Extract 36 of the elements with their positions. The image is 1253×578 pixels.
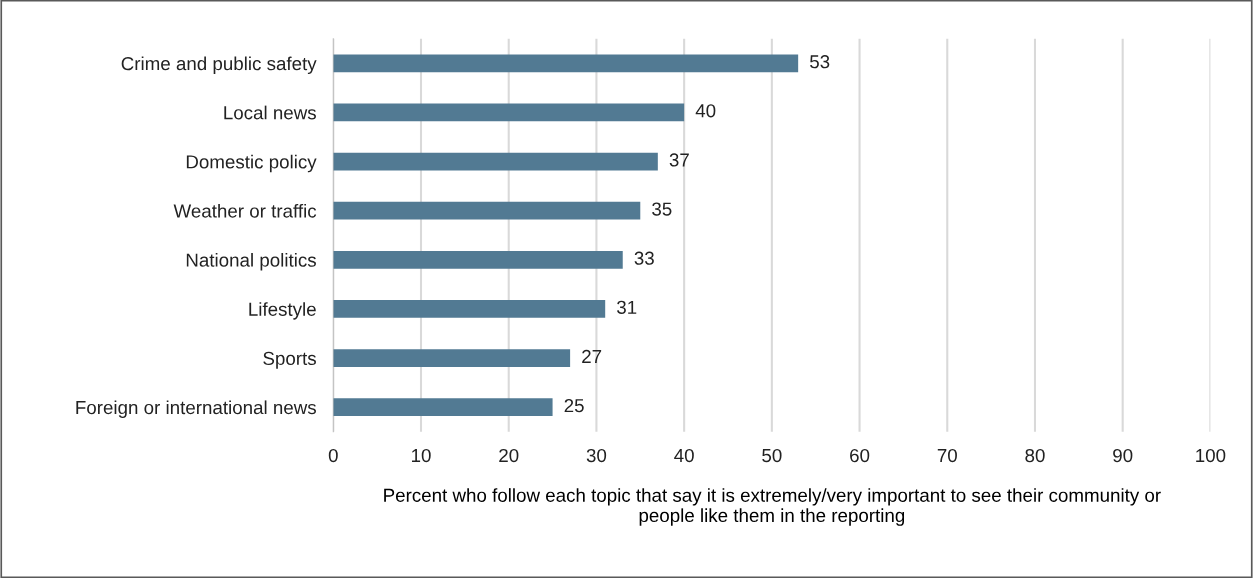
y-tick-label: Crime and public safety (121, 56, 317, 74)
x-tick-label: 10 (412, 448, 431, 463)
bar (333, 201, 641, 220)
y-tick-label: National politics (186, 253, 316, 271)
y-tick-label: Foreign or international news (76, 400, 316, 418)
data-label: 40 (695, 104, 716, 118)
x-axis-title: Percent who follow each topic that say it is extremely/very important to see their community or people like them in the reporting (384, 488, 1161, 526)
bar (333, 250, 623, 269)
bar (333, 152, 658, 171)
x-tick-label: 70 (937, 448, 957, 463)
data-label: 53 (810, 55, 830, 69)
bar (333, 398, 553, 417)
x-tick-label: 60 (850, 448, 870, 463)
data-label: 37 (669, 153, 689, 167)
data-label: 31 (617, 300, 637, 314)
data-label: 35 (652, 202, 672, 216)
y-tick-label: Weather or traffic (173, 203, 317, 218)
x-tick-label: 50 (762, 448, 782, 463)
x-tick-label: 90 (1113, 448, 1133, 463)
x-tick-label: 100 (1196, 448, 1226, 463)
bar (333, 349, 571, 367)
bar (333, 300, 606, 318)
y-tick-label: Sports (263, 351, 316, 369)
x-tick-label: 40 (674, 448, 694, 463)
y-tick-label: Local news (224, 105, 316, 120)
y-tick-label: Lifestyle (249, 302, 316, 320)
bar (333, 103, 685, 122)
x-tick-label: 20 (499, 448, 519, 463)
x-tick-label: 0 (328, 448, 338, 463)
data-label: 25 (564, 398, 584, 413)
x-tick-label: 80 (1025, 448, 1045, 463)
bar (333, 54, 799, 73)
data-label: 27 (582, 349, 602, 363)
y-tick-label: Domestic policy (186, 154, 317, 173)
x-tick-label: 30 (586, 448, 607, 463)
data-label: 33 (634, 251, 654, 265)
